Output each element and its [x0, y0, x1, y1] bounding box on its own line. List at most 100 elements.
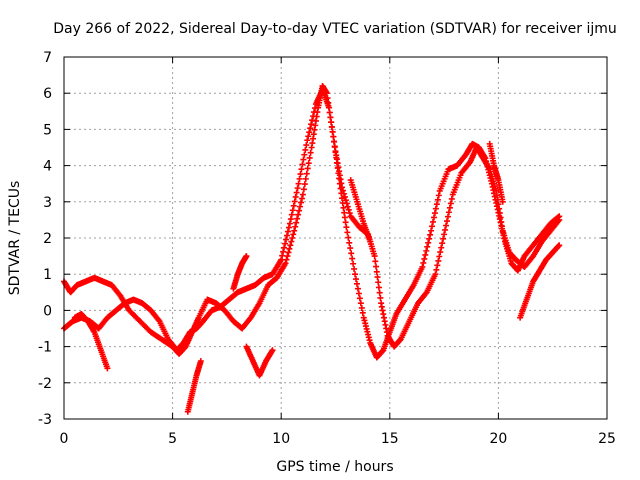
data-point-marker — [300, 156, 307, 163]
x-tick-label: 20 — [489, 431, 507, 447]
plot-frame — [63, 56, 608, 420]
data-point-marker — [443, 222, 450, 229]
data-point-marker — [420, 259, 427, 266]
data-point-marker — [291, 227, 298, 234]
data-point-marker — [302, 175, 309, 182]
data-point-marker — [340, 190, 347, 197]
data-point-marker — [311, 105, 318, 112]
data-point-marker — [298, 195, 305, 202]
data-point-marker — [367, 238, 374, 245]
data-point-marker — [373, 268, 380, 275]
data-point-marker — [421, 255, 428, 262]
data-point-marker — [306, 129, 313, 136]
data-point-marker — [349, 255, 356, 262]
data-point-marker — [446, 204, 453, 211]
y-tick-label: 6 — [43, 86, 52, 102]
data-point-marker — [304, 165, 311, 172]
data-point-marker — [289, 207, 296, 214]
data-point-marker — [429, 218, 436, 225]
data-point-marker — [434, 262, 441, 269]
series-trace-h — [486, 140, 506, 205]
data-point-marker — [428, 227, 435, 234]
data-point-marker — [310, 113, 317, 120]
y-tick-label: 1 — [43, 267, 52, 283]
data-point-marker — [311, 109, 318, 116]
data-point-marker — [427, 231, 434, 238]
data-point-marker — [308, 121, 315, 128]
data-point-marker — [372, 258, 379, 265]
data-point-marker — [297, 203, 304, 210]
data-point-marker — [431, 210, 438, 217]
y-tick-label: 0 — [43, 303, 52, 319]
data-point-marker — [346, 239, 353, 246]
y-tick-label: 3 — [43, 195, 52, 211]
data-point-marker — [352, 271, 359, 278]
data-point-marker — [355, 290, 362, 297]
data-point-marker — [302, 146, 309, 153]
data-point-marker — [347, 245, 354, 252]
y-tick-label: 5 — [43, 122, 52, 138]
data-point-marker — [309, 117, 316, 124]
series-trace-g — [347, 177, 374, 245]
data-point-marker — [294, 215, 301, 222]
data-point-marker — [280, 248, 287, 255]
series-trace-d — [230, 253, 250, 292]
data-point-marker — [297, 171, 304, 178]
series-trace-b — [61, 86, 563, 354]
data-point-marker — [439, 240, 446, 247]
data-point-marker — [293, 219, 300, 226]
data-point-marker — [343, 200, 350, 207]
data-point-marker — [353, 276, 360, 283]
data-point-marker — [441, 231, 448, 238]
data-point-marker — [447, 200, 454, 207]
data-point-marker — [432, 205, 439, 212]
data-point-marker — [436, 253, 443, 260]
data-point-marker — [353, 280, 360, 287]
data-point-marker — [440, 235, 447, 242]
data-point-marker — [284, 253, 291, 260]
data-point-marker — [303, 170, 310, 177]
data-point-marker — [346, 210, 353, 217]
data-point-marker — [297, 199, 304, 206]
data-point-marker — [282, 240, 289, 247]
data-point-marker — [286, 220, 293, 227]
data-point-marker — [341, 193, 348, 200]
data-point-marker — [291, 198, 298, 205]
y-tick-label: -1 — [38, 340, 52, 356]
x-tick-label: 5 — [168, 431, 177, 447]
data-point-marker — [290, 231, 297, 238]
data-point-marker — [350, 260, 357, 267]
data-point-marker — [300, 186, 307, 193]
data-point-marker — [283, 256, 290, 263]
data-point-marker — [289, 235, 296, 241]
data-point-marker — [286, 245, 293, 252]
data-point-marker — [429, 223, 436, 230]
series-trace-e — [184, 358, 204, 415]
data-point-marker — [423, 247, 430, 254]
data-point-marker — [304, 137, 311, 144]
data-point-marker — [444, 213, 451, 220]
data-point-marker — [339, 184, 346, 191]
data-point-marker — [351, 265, 358, 272]
data-point-marker — [197, 358, 204, 365]
data-point-marker — [438, 244, 445, 251]
data-point-marker — [290, 202, 297, 209]
data-point-marker — [293, 189, 300, 196]
data-point-marker — [443, 218, 450, 225]
data-point-marker — [285, 249, 292, 256]
data-point-marker — [342, 197, 349, 204]
y-axis-label: SDTVAR / TECUs — [7, 181, 23, 296]
data-point-marker — [373, 263, 380, 270]
data-point-marker — [375, 279, 382, 286]
data-point-marker — [556, 242, 563, 249]
data-point-marker — [284, 228, 291, 235]
data-point-marker — [307, 125, 314, 132]
series-trace-i — [517, 242, 563, 321]
y-tick-label: -2 — [38, 376, 52, 392]
data-point-marker — [301, 181, 308, 188]
data-point-marker — [104, 365, 111, 372]
data-point-marker — [292, 223, 299, 230]
data-point-marker — [442, 226, 449, 233]
data-points — [61, 82, 563, 415]
